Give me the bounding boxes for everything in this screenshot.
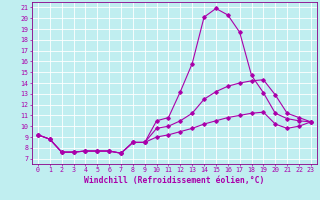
X-axis label: Windchill (Refroidissement éolien,°C): Windchill (Refroidissement éolien,°C) (84, 176, 265, 185)
